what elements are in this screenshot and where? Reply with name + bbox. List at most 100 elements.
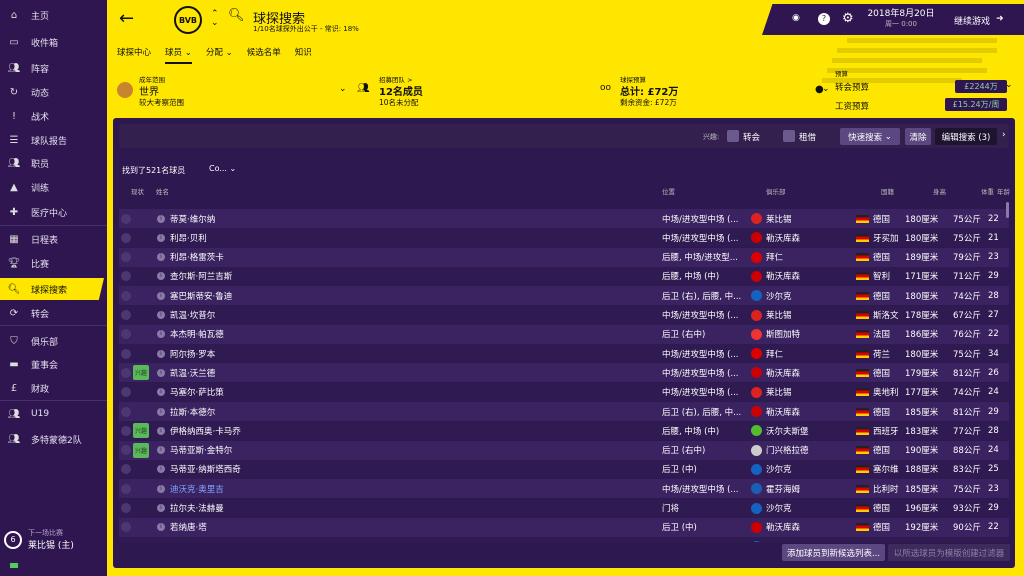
sidebar-item-12[interactable]: ⟳ 转会 [0,302,104,324]
sidebar-item-14[interactable]: ▬ 董事会 [0,353,104,375]
sidebar-item-15[interactable]: £ 财政 [0,377,104,399]
info-icon[interactable]: i [157,291,165,300]
network-icon[interactable]: ◉ [792,13,800,23]
info-icon[interactable]: i [157,214,165,223]
search-icon[interactable]: 🔍︎ [228,8,245,23]
player-club[interactable]: 斯图加特 [766,330,801,341]
info-icon[interactable]: i [157,311,165,319]
player-club[interactable]: 沙尔克 [766,291,792,302]
edit-search-button[interactable]: 编辑搜索 (3) [935,128,997,145]
select-check-icon[interactable] [121,348,131,359]
select-check-icon[interactable] [121,406,131,417]
sidebar-item-9[interactable]: ▦ 日程表 [0,228,104,250]
clear-button[interactable]: 清除 [905,128,931,145]
table-row[interactable]: 兴趣 i 凯温·沃兰德 中场/进攻型中场 (... 勒沃库森 德国 179厘米 81公斤 26 [119,363,1009,383]
sidebar-item-7[interactable]: ▲ 训练 [0,176,104,198]
player-name[interactable]: 马蒂亚斯·金特尔 [170,446,233,457]
player-club[interactable]: 拜仁 [766,253,784,264]
player-name[interactable]: 本杰明·帕瓦德 [170,330,224,341]
table-row[interactable]: i 塞巴斯蒂安·鲁迪 后卫 (右), 后腰, 中... 沙尔克 德国 180厘米 74公斤 2… [119,286,1009,306]
select-check-icon[interactable] [121,252,131,263]
select-check-icon[interactable] [121,464,131,475]
player-name[interactable]: 塞巴斯蒂安·鲁迪 [170,291,233,302]
chevron-down-icon[interactable]: ⌄ [339,84,347,94]
sidebar-item-8[interactable]: ✚ 医疗中心 [0,201,104,223]
tab-3[interactable]: 候选名单 [246,48,281,58]
switch-icon[interactable]: ⌃ ⌄ [211,9,219,28]
player-club[interactable]: 霍芬海姆 [766,484,801,495]
select-check-icon[interactable] [121,271,131,282]
table-row[interactable]: i 查尔斯·阿兰吉斯 后腰, 中场 (中) 勒沃库森 智利 171厘米 71公斤 29 [119,266,1009,286]
team-card[interactable]: 👥︎ 招募团队 > 12名成员 10名未分配 [357,74,587,110]
sidebar-item-17[interactable]: 👥︎ 多特蒙德2队 [0,428,104,450]
back-icon[interactable]: ← [119,8,135,29]
column-header[interactable]: 现状 [131,188,144,196]
sidebar-item-1[interactable]: ▭ 收件箱 [0,31,104,53]
player-club[interactable]: 门兴格拉德 [766,446,809,457]
table-row[interactable]: i 蒂莫·维尔纳 中场/进攻型中场 (... 莱比锡 德国 180厘米 75公斤 22 [119,209,1009,228]
view-dropdown[interactable]: Co... ⌄ [209,164,237,173]
column-header[interactable]: 体重 [981,188,994,196]
player-club[interactable]: 莱比锡 [766,311,792,321]
player-name[interactable]: 拉斯·本德尔 [170,407,216,418]
column-header[interactable]: 国籍 [881,188,894,196]
table-row[interactable]: i 拉斯·本德尔 后卫 (右), 后腰, 中... 勒沃库森 德国 185厘米 81公斤 29 [119,402,1009,421]
table-row[interactable]: i 马塞尔·萨比策 中场/进攻型中场 (... 莱比锡 奥地利 177厘米 74公斤 24 [119,382,1009,402]
column-header[interactable]: 身高 [933,188,946,196]
player-name[interactable]: 伊格纳西奥·卡马乔 [170,426,241,437]
player-club[interactable]: 沙尔克 [766,504,792,514]
info-icon[interactable]: i [157,484,165,493]
info-icon[interactable]: i [157,368,165,377]
transfer-checkbox[interactable] [727,130,739,142]
continue-icon[interactable]: ➜ [996,14,1004,24]
column-header[interactable]: 姓名 [156,188,169,196]
table-row[interactable]: i 利昂·格雷茨卡 后腰, 中场/进攻型... 拜仁 德国 189厘米 79公斤 23 [119,247,1009,267]
player-club[interactable]: 勒沃库森 [766,368,801,379]
budget-card[interactable]: oo 球探预算 总计: £72万 剩余资金: £72万 ⌄ [600,74,830,110]
add-to-shortlist-button[interactable]: 添加球员到新候选列表... [782,544,885,561]
select-check-icon[interactable] [121,290,131,301]
select-check-icon[interactable] [121,232,131,243]
column-header[interactable]: 位置 [662,188,675,196]
sidebar-item-2[interactable]: 👥︎ 阵容 [0,57,104,79]
table-row[interactable]: i 若纳唐·塔 后卫 (中) 勒沃库森 德国 192厘米 90公斤 22 [119,517,1009,537]
chevron-right-icon[interactable]: › [1002,130,1006,140]
info-icon[interactable]: i [157,504,165,512]
player-name[interactable]: 利昂·格雷茨卡 [170,253,224,264]
select-check-icon[interactable] [121,483,131,494]
select-check-icon[interactable] [121,387,131,398]
sidebar-item-0[interactable]: ⌂ 主页 [0,4,104,26]
player-name[interactable]: 马蒂亚·纳斯塔西奇 [170,465,241,476]
table-row[interactable]: i 凯温·坎普尔 中场/进攻型中场 (... 莱比锡 斯洛文 178厘米 67公斤 27 [119,305,1009,325]
info-icon[interactable]: i [157,388,165,397]
player-name[interactable]: 若纳唐·塔 [170,523,207,534]
player-club[interactable]: 勒沃库森 [766,407,801,418]
player-club[interactable]: 勒沃库森 [766,523,801,534]
player-name[interactable]: 利昂·贝利 [170,233,207,244]
finance-card[interactable]: ● 预算 转会预算 工资预算 £2244万 £15.24万/周 [815,68,1011,112]
player-club[interactable]: 拜仁 [766,349,784,360]
loan-checkbox[interactable] [783,130,795,142]
tab-0[interactable]: 球探中心 [117,48,152,58]
table-row[interactable]: i 拉尔夫·法赫曼 门将 沙尔克 德国 196厘米 93公斤 29 [119,498,1009,518]
info-icon[interactable]: i [157,253,165,262]
column-header[interactable]: 年龄 [997,188,1010,196]
tab-2[interactable]: 分配 ⌄ [205,48,233,58]
table-row[interactable]: i纳比勒·本塔勒布后腰, 中场 (中)沙尔克阿尔及187厘米78公斤23 [119,537,1009,542]
scrollbar[interactable] [1006,202,1009,218]
select-check-icon[interactable] [121,310,131,320]
sidebar-item-4[interactable]: ! 战术 [0,105,104,127]
info-icon[interactable]: i [157,349,165,358]
info-icon[interactable]: i [157,233,165,242]
create-filter-button[interactable]: 以所选球员为模版创建过滤器 [888,544,1010,561]
table-row[interactable]: i 阿尔扬·罗本 中场/进攻型中场 (... 拜仁 荷兰 180厘米 75公斤 34 [119,344,1009,364]
table-row[interactable]: i 利昂·贝利 中场/进攻型中场 (... 勒沃库森 牙买加 180厘米 75公斤 21 [119,228,1009,248]
sidebar-item-10[interactable]: 🏆︎ 比赛 [0,252,104,274]
tab-1[interactable]: 球员 ⌄ [165,46,192,64]
player-name[interactable]: 查尔斯·阿兰吉斯 [170,272,233,283]
select-check-icon[interactable] [121,329,131,340]
player-club[interactable]: 沃尔夫斯堡 [766,426,809,437]
select-check-icon[interactable] [121,522,131,533]
quick-search-button[interactable]: 快速搜索 ⌄ [840,128,900,145]
help-icon[interactable]: ? [818,13,830,25]
